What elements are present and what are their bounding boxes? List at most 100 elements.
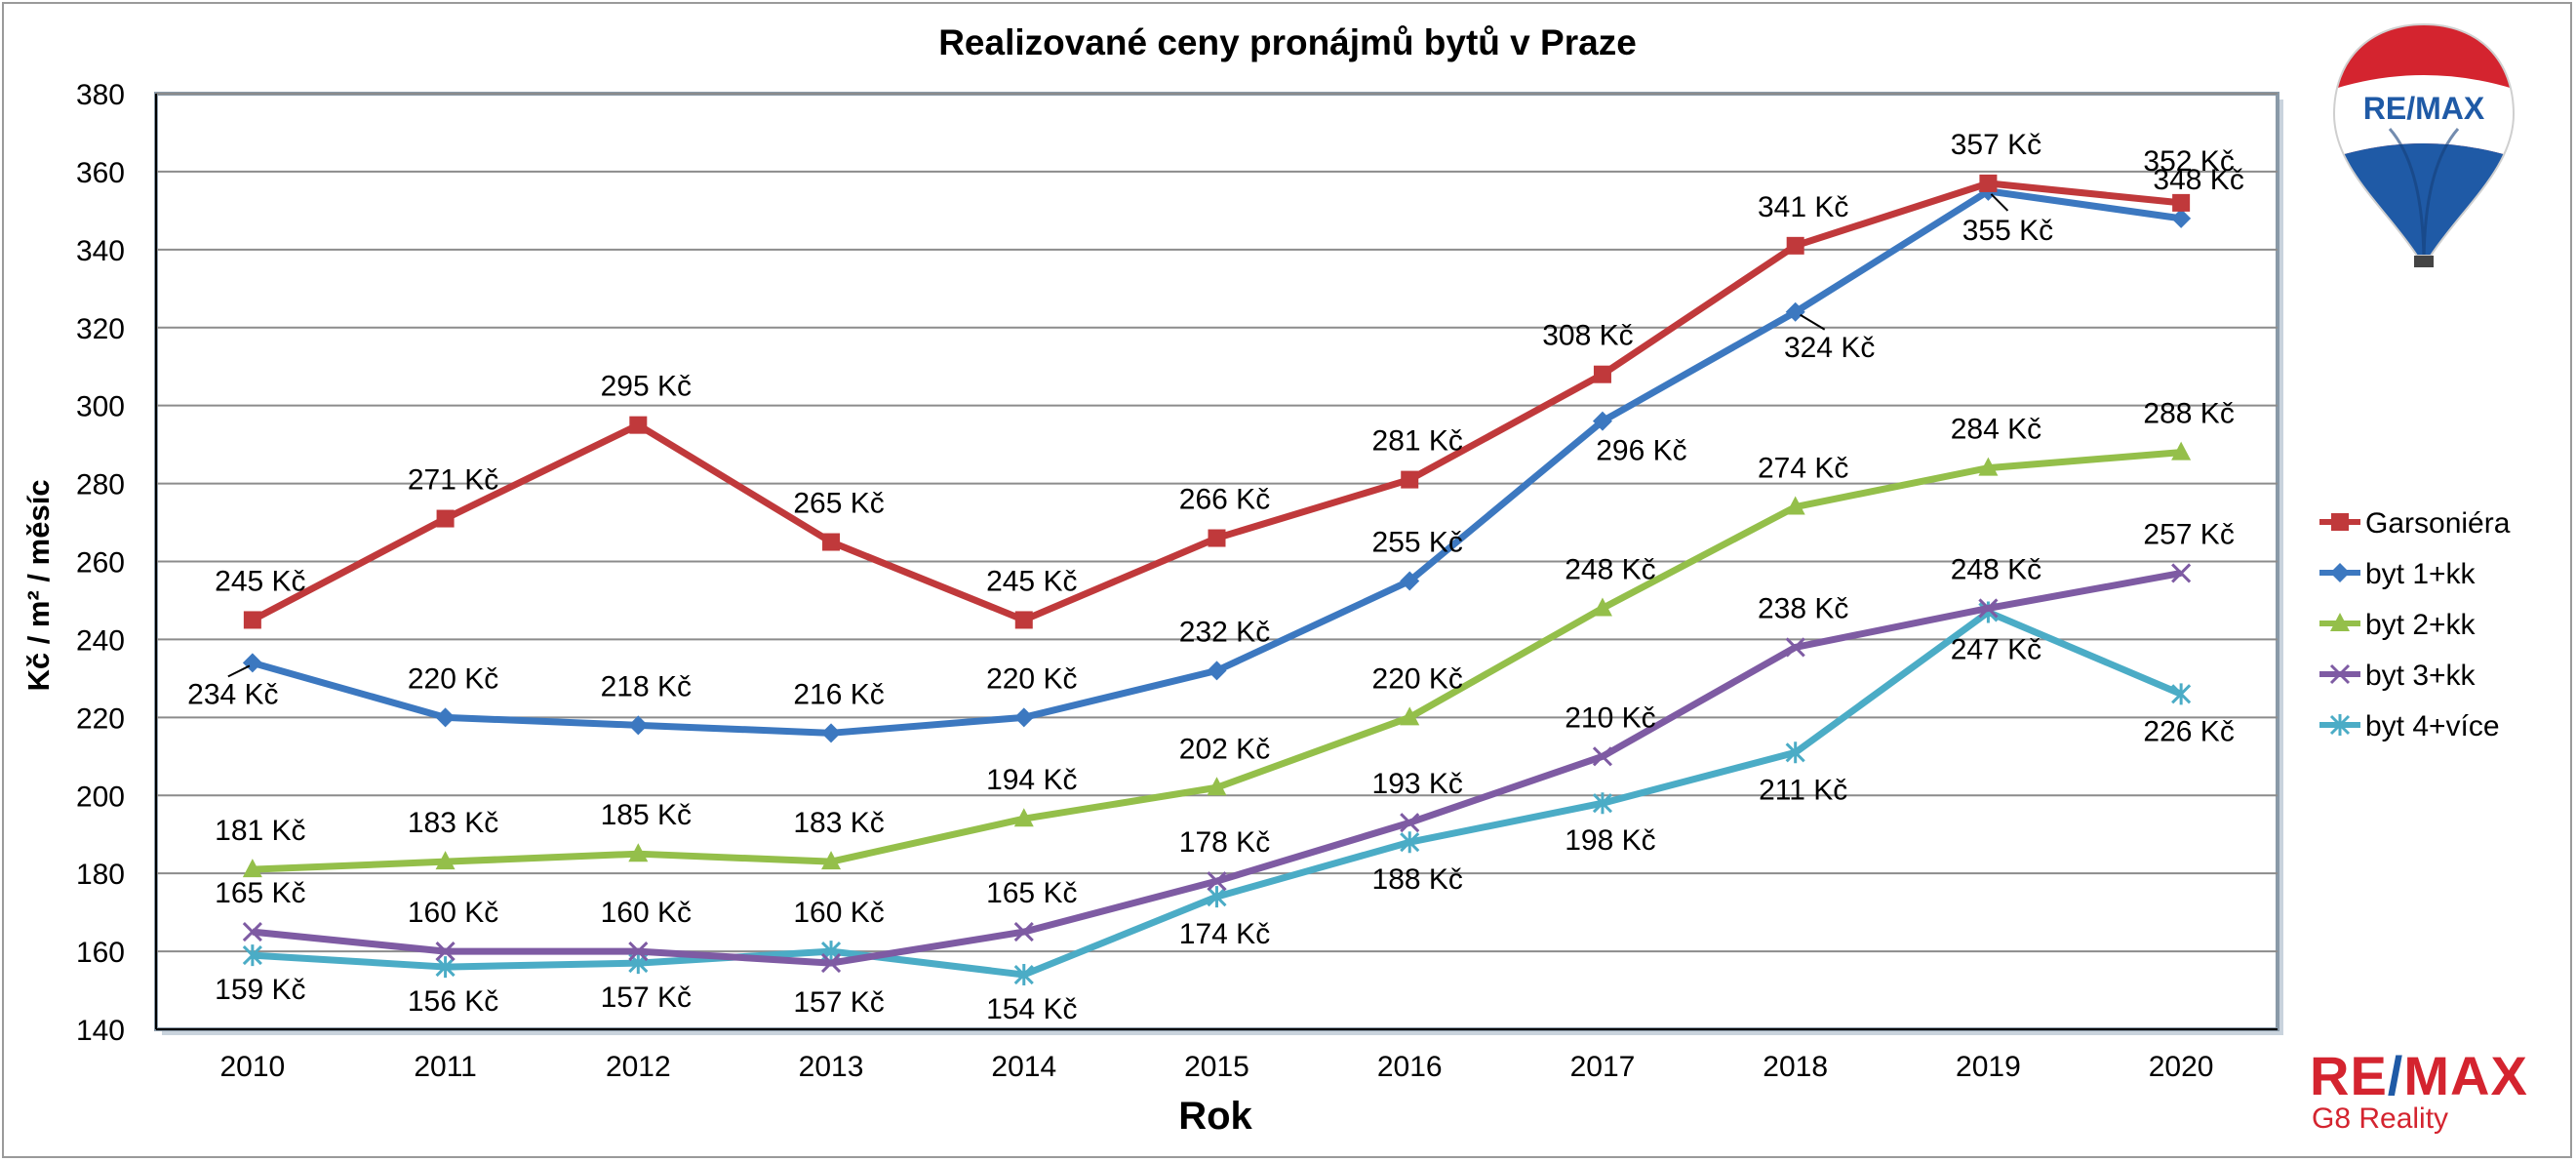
data-point — [2331, 513, 2349, 531]
x-axis-label: Rok — [1178, 1095, 1252, 1138]
data-label: 324 Kč — [1784, 332, 1875, 364]
x-tick-label: 2019 — [1956, 1051, 2021, 1083]
data-label: 295 Kč — [601, 371, 692, 403]
x-tick-label: 2013 — [799, 1051, 864, 1083]
data-label: 202 Kč — [1179, 733, 1270, 765]
legend-item: byt 1+kk — [2319, 558, 2477, 590]
y-tick-label: 260 — [76, 547, 125, 580]
legend-item: byt 2+kk — [2319, 609, 2477, 641]
data-point — [436, 509, 455, 528]
data-label: 248 Kč — [1951, 553, 2041, 585]
data-point — [2172, 193, 2191, 212]
data-point — [435, 707, 456, 728]
data-point — [242, 922, 262, 942]
legend-label: byt 4+více — [2365, 710, 2500, 742]
data-point — [628, 942, 649, 962]
data-point — [1592, 411, 1612, 431]
data-point — [1593, 365, 1611, 383]
x-tick-label: 2011 — [414, 1051, 477, 1083]
y-tick-label: 360 — [76, 157, 125, 189]
y-tick-label: 240 — [76, 624, 125, 657]
data-point — [1785, 301, 1805, 322]
label-leader — [1800, 313, 1826, 331]
data-point — [821, 851, 842, 870]
data-label: 188 Kč — [1372, 863, 1463, 896]
legend-label: byt 1+kk — [2365, 558, 2477, 590]
data-point — [242, 944, 262, 967]
data-label: 198 Kč — [1565, 824, 1655, 857]
x-tick-label: 2012 — [606, 1051, 671, 1083]
data-label: 245 Kč — [986, 565, 1077, 597]
data-point — [435, 851, 456, 870]
data-point — [1592, 597, 1612, 617]
data-point — [1207, 661, 1227, 681]
data-label: 220 Kč — [1372, 662, 1463, 695]
balloon-logo-text: RE/MAX — [2363, 91, 2485, 126]
data-label: 288 Kč — [2143, 398, 2234, 430]
data-label: 284 Kč — [1951, 414, 2041, 446]
data-label: 218 Kč — [601, 670, 692, 702]
y-tick-label: 180 — [76, 859, 125, 891]
data-label: 341 Kč — [1758, 191, 1848, 223]
data-point — [821, 723, 842, 743]
series-2 — [242, 441, 2192, 878]
data-point — [1013, 707, 1034, 728]
data-point — [1785, 496, 1805, 515]
data-label: 181 Kč — [215, 815, 305, 847]
data-point — [1785, 637, 1805, 658]
data-point — [1400, 813, 1420, 833]
y-axis-ticks: 140 160 180 200 220 240 260 280 300 320 340 360 380 — [76, 79, 125, 1047]
data-label: 281 Kč — [1372, 425, 1463, 458]
data-point — [1207, 886, 1227, 908]
remax-brand-logo: RE/MAX — [2310, 1045, 2528, 1106]
data-point — [628, 843, 649, 862]
x-tick-label: 2010 — [219, 1051, 285, 1083]
data-label: 193 Kč — [1372, 768, 1463, 800]
data-point — [822, 533, 841, 551]
data-label: 308 Kč — [1542, 320, 1633, 352]
data-label: 216 Kč — [793, 678, 884, 710]
y-tick-label: 200 — [76, 781, 125, 813]
data-label: 160 Kč — [601, 897, 692, 929]
data-label: 174 Kč — [1179, 918, 1270, 950]
data-point — [242, 859, 262, 878]
data-label: 159 Kč — [215, 974, 305, 1006]
series-3 — [242, 563, 2192, 974]
data-point — [1014, 611, 1033, 629]
data-label: 274 Kč — [1758, 453, 1848, 485]
data-point — [1400, 831, 1420, 854]
data-label: 352 Kč — [2143, 145, 2234, 178]
data-point — [435, 956, 456, 979]
data-point — [2171, 208, 2192, 228]
y-tick-label: 160 — [76, 937, 125, 969]
data-label: 232 Kč — [1179, 616, 1270, 648]
data-label: 165 Kč — [986, 877, 1077, 909]
data-point — [2330, 613, 2350, 631]
data-label: 157 Kč — [601, 982, 692, 1014]
data-label: 194 Kč — [986, 764, 1077, 796]
data-point — [2330, 563, 2350, 582]
data-point — [2329, 663, 2351, 685]
legend: Garsoniéra byt 1+kk byt 2+kk byt 3+kk byt 4+… — [2319, 507, 2511, 742]
data-label: 178 Kč — [1179, 826, 1270, 859]
data-point — [242, 653, 262, 673]
data-point — [1592, 746, 1613, 767]
data-label: 226 Kč — [2143, 715, 2234, 747]
y-tick-label: 220 — [76, 702, 125, 735]
legend-label: Garsoniéra — [2365, 507, 2511, 540]
data-point — [1013, 808, 1034, 827]
x-tick-label: 2015 — [1184, 1051, 1249, 1083]
data-label: 154 Kč — [986, 993, 1077, 1025]
data-point — [1401, 470, 1419, 489]
data-point — [1400, 571, 1420, 591]
data-point — [435, 942, 456, 962]
data-label: 183 Kč — [793, 807, 884, 839]
data-point — [2171, 683, 2192, 705]
data-label: 160 Kč — [408, 897, 498, 929]
data-point — [2329, 714, 2351, 736]
data-point — [1979, 174, 1998, 192]
data-label: 211 Kč — [1759, 774, 1847, 806]
legend-item: byt 4+více — [2319, 710, 2500, 742]
legend-label: byt 2+kk — [2365, 609, 2477, 641]
data-label: 265 Kč — [793, 488, 884, 520]
